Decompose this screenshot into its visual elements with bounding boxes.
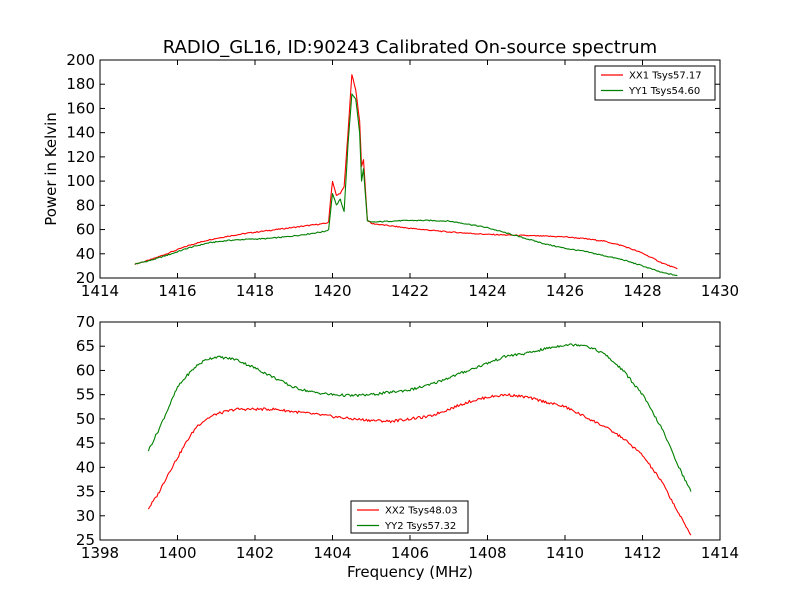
- y-tick-label: 180: [66, 75, 95, 93]
- legend: XX2 Tsys48.03 YY2 Tsys57.32: [350, 500, 469, 534]
- legend-label: YY2 Tsys57.32: [384, 521, 456, 532]
- legend-box: [594, 65, 716, 101]
- y-tick-label: 60: [76, 221, 95, 239]
- y-tick-label: 25: [76, 531, 95, 549]
- x-tick-label: 1412: [623, 544, 661, 562]
- y-tick-label: 40: [76, 458, 95, 476]
- y-tick-label: 50: [76, 410, 95, 428]
- x-tick-label: 1406: [391, 544, 429, 562]
- y-tick-label: 80: [76, 196, 95, 214]
- series-line-top-0: [134, 74, 678, 270]
- y-tick-label: 140: [66, 124, 95, 142]
- legend: XX1 Tsys57.17 YY1 Tsys54.60: [594, 65, 716, 101]
- y-tick-label: 65: [76, 337, 95, 355]
- series-line-bottom-1: [147, 343, 692, 492]
- y-tick-label: 160: [66, 99, 95, 117]
- bottom-panel: 1398 1400 1402 1404 1406 1408 1410 1412 1414 25 30…: [76, 313, 739, 562]
- y-tick-label: 40: [76, 245, 95, 263]
- y-tick-label: 120: [66, 148, 95, 166]
- y-tick-label: 70: [76, 313, 95, 331]
- legend-label: XX1 Tsys57.17: [629, 71, 702, 82]
- y-tick-label: 30: [76, 507, 95, 525]
- x-tick-label: 1422: [391, 282, 429, 300]
- series-line-bottom-0: [147, 393, 692, 536]
- legend-label: YY1 Tsys54.60: [628, 86, 700, 97]
- x-tick-label: 1410: [546, 544, 584, 562]
- y-tick-label: 45: [76, 434, 95, 452]
- x-tick-label: 1414: [81, 282, 119, 300]
- x-tick-label: 1420: [313, 282, 351, 300]
- x-tick-label: 1402: [236, 544, 274, 562]
- x-tick-label: 1400: [158, 544, 196, 562]
- x-tick-label: 1398: [81, 544, 119, 562]
- x-tick-label: 1408: [468, 544, 506, 562]
- top-panel: 1414 1416 1418 1420 1422 1424 1426 1428 1430 20 40…: [66, 51, 739, 300]
- y-tick-label: 55: [76, 386, 95, 404]
- x-tick-label: 1428: [623, 282, 661, 300]
- x-tick-label: 1426: [546, 282, 584, 300]
- legend-box: [350, 500, 469, 534]
- series-line-top-1: [134, 93, 678, 277]
- y-axis-label-top: Power in Kelvin: [42, 112, 60, 226]
- x-tick-label: 1418: [236, 282, 274, 300]
- y-tick-label: 60: [76, 361, 95, 379]
- x-axis-label: Frequency (MHz): [347, 563, 473, 581]
- y-tick-label: 35: [76, 483, 95, 501]
- x-tick-label: 1416: [158, 282, 196, 300]
- x-tick-label: 1414: [701, 544, 739, 562]
- x-tick-label: 1404: [313, 544, 351, 562]
- x-tick-label: 1424: [468, 282, 506, 300]
- y-tick-label: 100: [66, 172, 95, 190]
- legend-label: XX2 Tsys48.03: [385, 506, 458, 517]
- x-tick-label: 1430: [701, 282, 739, 300]
- y-tick-label: 200: [66, 51, 95, 69]
- chart-title: RADIO_GL16, ID:90243 Calibrated On-sourc…: [163, 37, 657, 58]
- y-tick-label: 20: [76, 269, 95, 287]
